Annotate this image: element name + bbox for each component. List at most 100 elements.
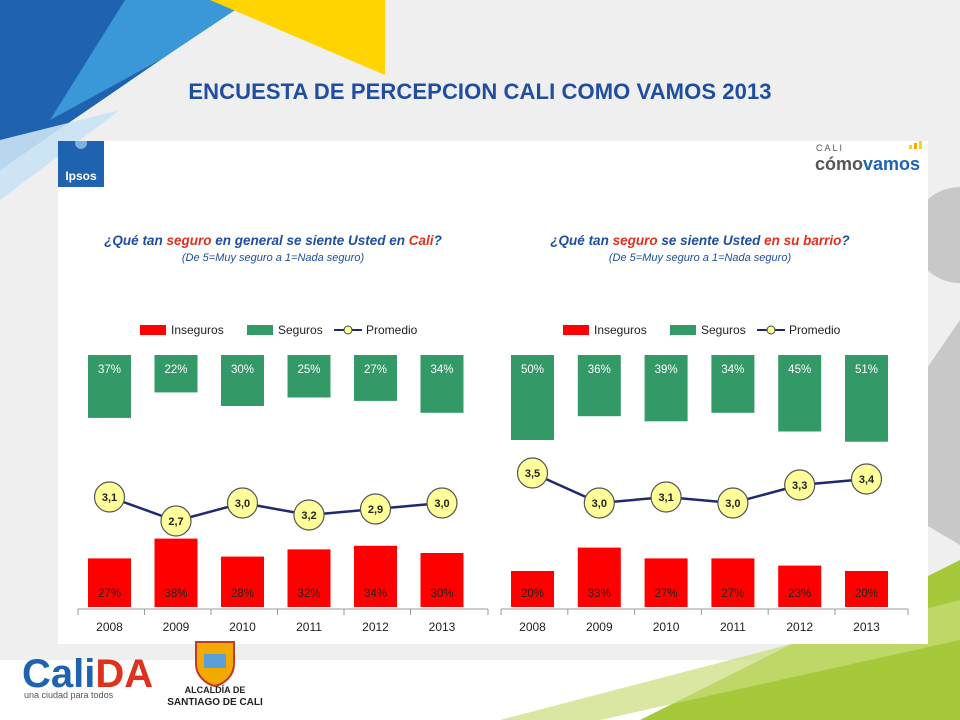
calida-da: DA [95,652,153,696]
seal-line-1: ALCALDÍA DE [185,685,246,695]
question-part: en su barrio [764,233,841,248]
seguros-data-label: 34% [430,364,453,376]
seguros-bar [845,355,888,442]
promedio-line [109,495,443,523]
chart-2: ¿Qué tan seguro se siente Usted en su ba… [500,233,909,634]
seguros-bar [511,355,554,440]
slide-title: ENCUESTA DE PERCEPCION CALI COMO VAMOS 2… [188,79,772,104]
promedio-marker [359,493,392,525]
promedio-data-label: 3,0 [725,498,740,510]
seguros-bar [577,355,621,417]
x-tick-label: 2011 [296,620,322,634]
legend-inseguros-swatch [140,325,166,335]
inseguros-data-label: 20% [521,588,544,600]
promedio-marker [160,505,192,537]
question-part: se siente Usted [658,233,765,248]
inseguros-data-label: 33% [588,588,611,600]
x-tick-label: 2013 [429,620,456,634]
promedio-marker [293,499,325,531]
promedio-line [531,471,867,505]
seguros-bar [287,355,331,398]
inseguros-data-label: 27% [98,588,121,600]
logo-como-vamos-text: cómovamos [815,154,920,174]
logo-como-part: cómo [815,154,863,174]
legend-seguros-label: Seguros [278,323,323,337]
inseguros-data-label: 30% [430,588,453,600]
question-part: seguro [166,233,211,248]
legend-inseguros-label: Inseguros [171,323,224,337]
promedio-data-label: 3,1 [658,492,673,504]
question-part: seguro [613,233,658,248]
inseguros-bar [88,558,131,607]
seguros-bar [711,355,755,413]
seguros-bar [88,355,131,418]
question-part: ? [841,233,849,248]
legend-promedio-label: Promedio [366,323,418,337]
promedio-data-label: 3,5 [525,468,540,480]
promedio-data-label: 3,2 [301,510,316,522]
promedio-data-label: 3,0 [434,498,449,510]
legend-promedio-label: Promedio [789,323,841,337]
promedio-data-label: 2,7 [168,516,183,528]
x-tick-label: 2008 [96,620,123,634]
legend-inseguros-swatch [563,325,589,335]
seguros-data-label: 27% [364,364,387,376]
inseguros-data-label: 27% [721,588,744,600]
seguros-data-label: 25% [297,364,320,376]
chart-1: ¿Qué tan seguro en general se siente Ust… [77,233,489,634]
inseguros-bar [154,538,198,607]
promedio-data-label: 2,9 [368,504,383,516]
legend-inseguros-label: Inseguros [594,323,647,337]
x-tick-label: 2012 [362,620,389,634]
x-tick-label: 2010 [229,620,256,634]
legend-seguros-swatch [670,325,696,335]
x-tick-label: 2009 [163,620,190,634]
promedio-data-label: 3,3 [792,480,807,492]
chart-question: ¿Qué tan seguro se siente Usted en su ba… [550,233,849,248]
x-tick-label: 2013 [853,620,880,634]
seguros-bar [154,355,198,393]
promedio-marker [516,457,549,489]
promedio-data-label: 3,4 [859,474,875,486]
promedio-data-label: 3,0 [592,498,607,510]
seguros-data-label: 37% [98,364,121,376]
inseguros-data-label: 38% [164,588,187,600]
seguros-data-label: 50% [521,364,544,376]
seguros-bar [420,355,464,413]
seguros-bar [778,355,822,432]
question-part: ¿Qué tan [104,233,166,248]
x-tick-label: 2008 [519,620,546,634]
question-part: Cali [409,233,434,248]
cali-como-vamos-logo: CALI cómovamos [815,141,922,174]
promedio-marker [226,487,259,519]
inseguros-data-label: 20% [855,588,878,600]
alcaldia-seal: ALCALDÍA DE SANTIAGO DE CALI [167,641,263,708]
seguros-data-label: 36% [588,364,611,376]
legend-seguros-swatch [247,325,273,335]
legend-seguros-label: Seguros [701,323,746,337]
promedio-marker [583,487,615,519]
legend-promedio-marker [343,325,353,335]
seguros-data-label: 22% [164,364,187,376]
promedio-marker [717,487,749,519]
promedio-marker [784,469,816,501]
chart-question: ¿Qué tan seguro en general se siente Ust… [104,233,442,248]
inseguros-bar [354,545,397,607]
promedio-marker [650,481,682,513]
survey-charts: Ipsos CALI cómovamos ¿Qué tan seguro en … [58,141,922,634]
seguros-data-label: 45% [788,364,811,376]
survey-panel: Ipsos CALI cómovamos ¿Qué tan seguro en … [58,141,928,644]
calida-tagline: una ciudad para todos [24,690,114,700]
x-tick-label: 2012 [786,620,813,634]
inseguros-bar [577,547,621,607]
logo-cali-text: CALI [816,143,844,153]
seguros-bar [644,355,688,422]
inseguros-bar [644,558,688,607]
inseguros-data-label: 27% [655,588,678,600]
inseguros-bar [420,553,464,607]
seal-line-2: SANTIAGO DE CALI [167,697,263,708]
ipsos-logo-text: Ipsos [65,169,97,183]
inseguros-data-label: 32% [297,588,320,600]
inseguros-bar [845,571,888,607]
inseguros-data-label: 28% [231,588,254,600]
